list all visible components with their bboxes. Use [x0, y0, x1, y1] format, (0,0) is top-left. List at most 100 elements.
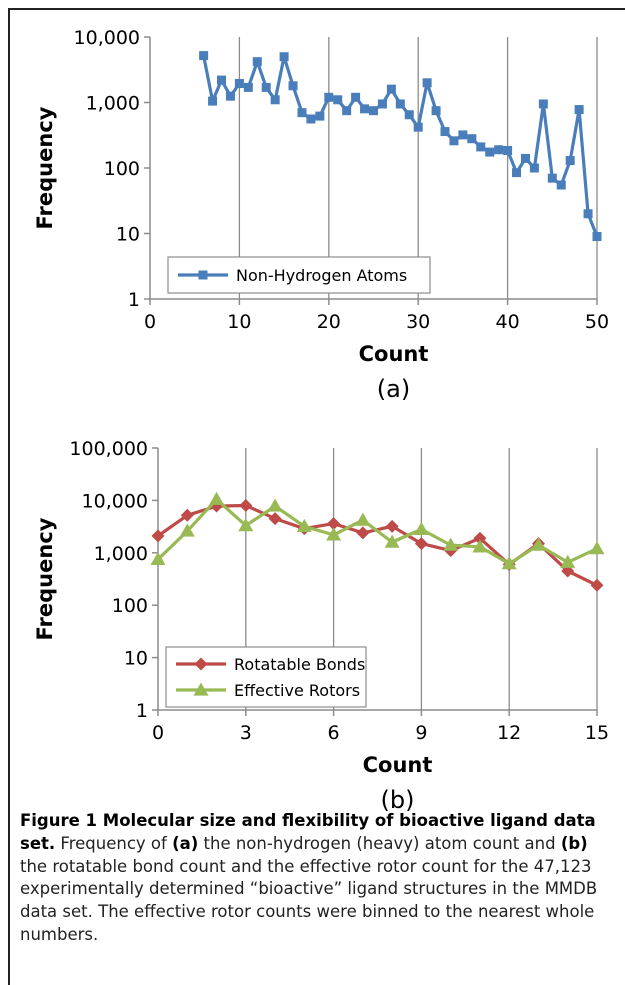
- data-point: [485, 147, 495, 157]
- data-point: [208, 96, 218, 106]
- y-tick-label: 10,000: [74, 27, 140, 49]
- frame-left-border: [8, 8, 10, 985]
- data-point: [267, 498, 283, 512]
- data-point: [530, 537, 546, 551]
- y-tick-label: 100,000: [69, 438, 148, 460]
- data-point: [449, 136, 459, 146]
- x-tick-label: 0: [152, 722, 164, 744]
- series-line: [157, 503, 598, 587]
- data-point: [151, 529, 165, 543]
- data-point: [217, 75, 227, 85]
- data-point: [342, 106, 352, 116]
- legend-box: [165, 646, 367, 708]
- data-point: [414, 537, 428, 551]
- data-point: [494, 145, 504, 155]
- panel-label: (a): [377, 375, 410, 403]
- data-point: [306, 114, 316, 124]
- data-point: [356, 526, 370, 540]
- legend: Non-Hydrogen Atoms: [167, 256, 431, 294]
- data-point: [386, 84, 396, 94]
- y-tick-label: 100: [104, 158, 140, 180]
- data-point: [574, 105, 584, 115]
- data-point: [384, 534, 400, 548]
- data-point: [404, 110, 414, 120]
- y-tick-label: 10,000: [82, 490, 148, 512]
- legend-label: Effective Rotors: [234, 681, 360, 700]
- data-point: [270, 95, 280, 105]
- data-point: [583, 209, 593, 219]
- data-point: [225, 91, 235, 101]
- data-point: [199, 51, 209, 61]
- data-point: [198, 270, 208, 280]
- data-point: [261, 82, 271, 92]
- frame-top-border: [10, 8, 625, 10]
- data-point: [467, 134, 477, 144]
- data-point: [431, 106, 441, 116]
- x-tick-label: 30: [406, 311, 430, 333]
- y-axis-title: Frequency: [33, 517, 57, 640]
- data-point: [529, 163, 539, 173]
- x-tick-label: 3: [240, 722, 252, 744]
- x-tick-label: 50: [585, 311, 609, 333]
- y-tick-label: 100: [112, 595, 148, 617]
- data-point: [238, 518, 254, 532]
- data-point: [333, 95, 343, 105]
- caption-text-1: Frequency of: [55, 833, 173, 853]
- data-point: [296, 518, 312, 532]
- data-point: [413, 521, 429, 535]
- legend-box: [167, 256, 431, 294]
- data-point: [315, 111, 325, 121]
- x-tick-label: 6: [328, 722, 340, 744]
- data-point: [377, 99, 387, 109]
- chart-b: 1 10 100 1,000 10,000 100,000 0 3 6 9 12 15 Count Fre…: [33, 438, 609, 814]
- data-point: [288, 81, 298, 91]
- data-point: [209, 491, 225, 505]
- data-point: [422, 78, 432, 88]
- data-point: [351, 92, 361, 102]
- data-point: [472, 539, 488, 553]
- data-point: [413, 122, 423, 132]
- x-tick-label: 15: [585, 722, 609, 744]
- caption-bold-a: (a): [172, 833, 199, 853]
- data-point: [565, 156, 575, 166]
- y-tick-label: 10: [124, 648, 148, 670]
- data-point: [268, 512, 282, 526]
- caption-bold-b: (b): [560, 833, 588, 853]
- data-point: [395, 99, 405, 109]
- data-point: [327, 517, 341, 531]
- data-point: [180, 508, 194, 522]
- y-tick-label: 1: [128, 289, 140, 311]
- data-point: [360, 104, 370, 114]
- data-point: [324, 92, 334, 102]
- y-tick-label: 1,000: [86, 93, 140, 115]
- data-point: [476, 142, 486, 152]
- data-point: [590, 578, 604, 592]
- data-point: [501, 556, 517, 570]
- data-point: [369, 106, 378, 116]
- data-point: [592, 231, 602, 241]
- x-tick-label: 40: [496, 311, 520, 333]
- x-axis-title: Count: [359, 342, 429, 366]
- data-point: [326, 527, 342, 541]
- x-tick-label: 9: [415, 722, 427, 744]
- data-point: [234, 79, 244, 89]
- data-point: [385, 519, 399, 533]
- data-point: [512, 168, 522, 178]
- y-axis-title: Frequency: [33, 106, 57, 229]
- data-point: [458, 130, 468, 140]
- data-point: [503, 146, 513, 156]
- x-tick-label: 20: [317, 311, 341, 333]
- series-effective-rotors: [150, 491, 605, 570]
- data-point: [520, 153, 530, 163]
- y-tick-label: 1,000: [94, 543, 148, 565]
- data-point: [473, 531, 487, 545]
- data-point: [560, 554, 576, 568]
- data-point: [547, 173, 557, 183]
- data-point: [556, 180, 566, 190]
- chart-a: 1 10 100 1,000 10,000 0 10 20 30 40 50 Count Frequen…: [33, 27, 609, 403]
- caption-text-2: the non-hydrogen (heavy) atom count and: [198, 833, 561, 853]
- series-non-hydrogen-atoms: [199, 51, 602, 241]
- x-tick-label: 12: [497, 722, 521, 744]
- x-tick-label: 10: [227, 311, 251, 333]
- data-point: [243, 82, 253, 92]
